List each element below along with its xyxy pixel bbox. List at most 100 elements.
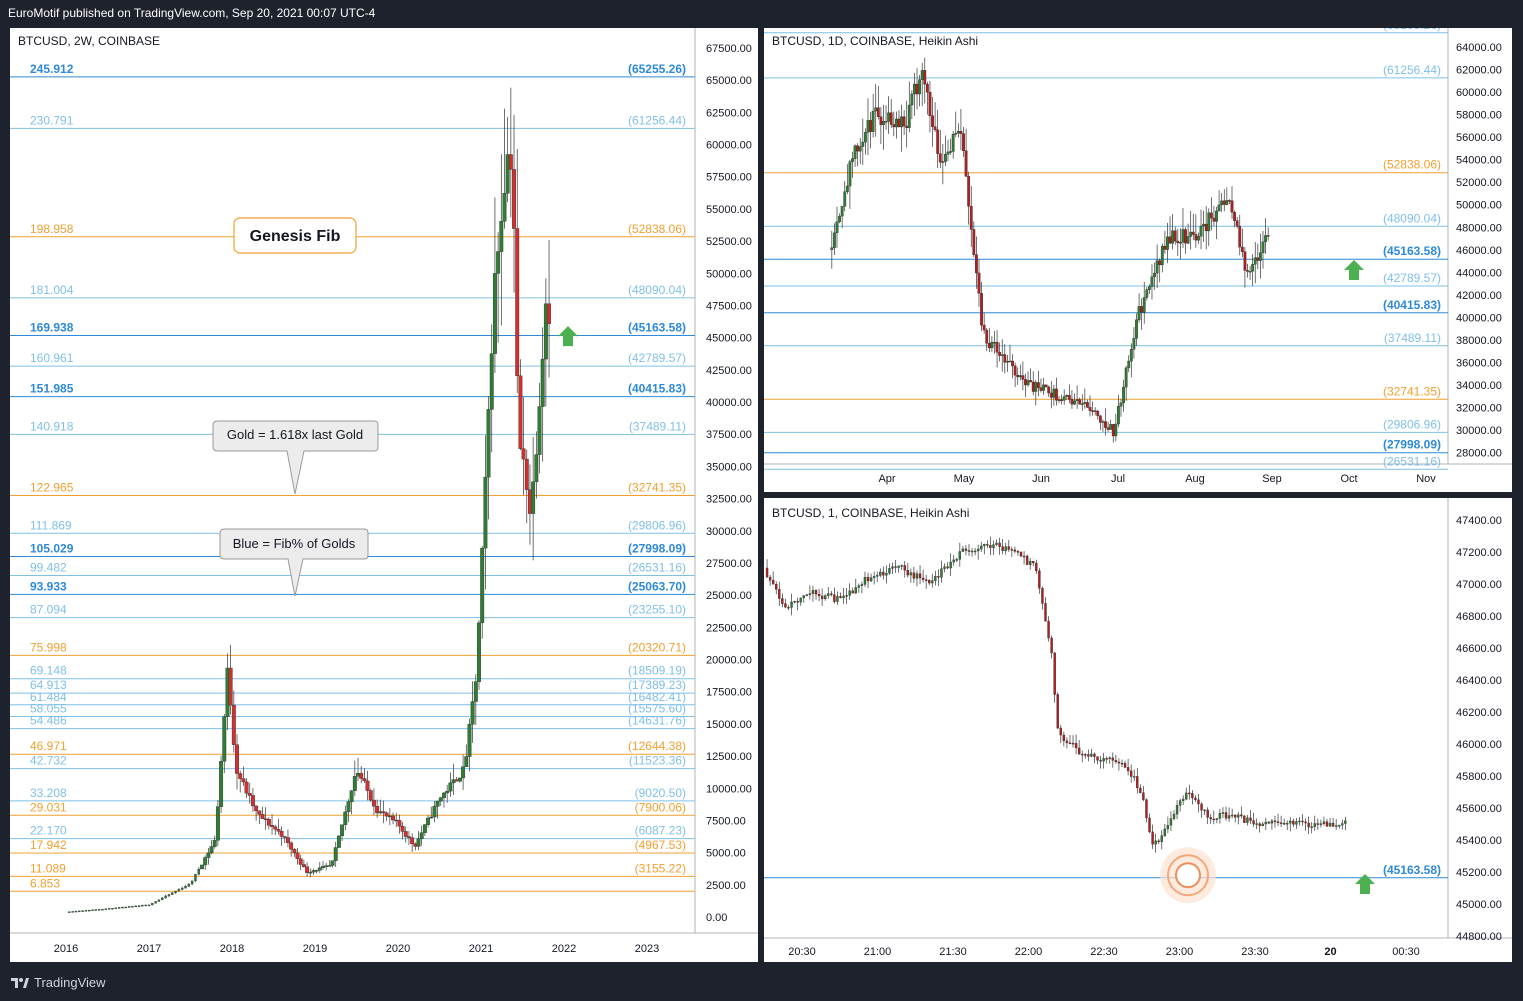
- minute-candle: [1056, 694, 1059, 729]
- fib-level-left-label: 22.170: [30, 824, 67, 838]
- minute-candle: [778, 589, 781, 599]
- time-axis-label: 20: [1324, 946, 1336, 958]
- daily-candle: [985, 329, 989, 344]
- fib-level-right-label: (61256.44): [1383, 63, 1441, 77]
- daily-candle: [969, 206, 973, 230]
- minute-candle: [1154, 840, 1157, 845]
- daily-candle: [918, 79, 922, 95]
- weekly-candle: [467, 724, 472, 757]
- up-arrow-icon: [1344, 259, 1364, 280]
- fib-level-right-label: (27998.09): [628, 542, 686, 556]
- time-axis-label: Sep: [1262, 473, 1282, 485]
- minute-candle: [1224, 812, 1228, 819]
- weekly-candle: [362, 778, 367, 782]
- weekly-candle: [301, 864, 306, 867]
- minute-candle: [1249, 817, 1252, 821]
- price-axis-label: 46600.00: [1456, 643, 1502, 655]
- top-right-chart-svg[interactable]: 64000.00 62000.00 60000.00 58000.00 56000.00…: [764, 18, 1512, 492]
- minute-candle: [1203, 809, 1206, 812]
- weekly-candle: [167, 894, 171, 897]
- weekly-candle: [137, 905, 141, 907]
- price-axis-label: 2500.00: [706, 880, 746, 892]
- price-axis-label: 36000.00: [1456, 358, 1502, 370]
- price-axis-label: 54000.00: [1456, 155, 1502, 167]
- price-axis-label: 5000.00: [706, 848, 746, 860]
- time-axis-label: 2018: [220, 943, 244, 955]
- weekly-candle: [540, 358, 545, 407]
- daily-candle: [1083, 402, 1087, 404]
- daily-candle: [1057, 399, 1061, 401]
- fib-level-right-label: (32741.35): [1383, 384, 1441, 398]
- tradingview-logo[interactable]: TradingView: [10, 968, 106, 998]
- minute-candle: [1129, 770, 1133, 777]
- fib-level-left-label: 42.732: [30, 754, 67, 768]
- weekly-candle: [244, 781, 249, 794]
- price-axis-label: 10000.00: [706, 783, 752, 795]
- minute-candle: [900, 565, 903, 567]
- price-axis-label: 0.00: [706, 912, 727, 924]
- chart-symbol-title: BTCUSD, 1, COINBASE, Heikin Ashi: [772, 506, 969, 520]
- daily-candle: [944, 154, 947, 162]
- minute-candle: [1108, 757, 1111, 759]
- fib-level-right-label: (17389.23): [628, 678, 686, 692]
- fib-level-left-label: 230.791: [30, 113, 74, 127]
- price-axis-label: 57500.00: [706, 172, 752, 184]
- minute-candle: [885, 573, 888, 576]
- weekly-candle: [349, 790, 354, 803]
- daily-candle: [1062, 396, 1066, 401]
- time-axis-label: Apr: [878, 473, 895, 485]
- minute-candle: [1050, 637, 1053, 654]
- daily-candle: [851, 158, 854, 162]
- weekly-candle: [346, 801, 351, 813]
- minute-candle: [872, 576, 876, 578]
- price-axis-label: 62500.00: [706, 107, 752, 119]
- daily-candle: [1147, 286, 1151, 290]
- minute-candle: [1099, 760, 1102, 762]
- fib-level-right-label: (26531.16): [1383, 454, 1441, 468]
- price-axis-label: 34000.00: [1456, 380, 1502, 392]
- weekly-candle: [141, 905, 144, 907]
- chart-symbol-title: BTCUSD, 1D, COINBASE, Heikin Ashi: [772, 34, 978, 48]
- left-chart-svg[interactable]: 67500.00 65000.00 62500.00 60000.00 57500.00…: [10, 28, 758, 962]
- price-axis-label: 52500.00: [706, 236, 752, 248]
- minute-candle: [857, 585, 861, 588]
- fib-level-right-label: (6087.23): [635, 824, 686, 838]
- daily-candle: [1145, 289, 1149, 298]
- weekly-candle: [263, 818, 268, 820]
- weekly-candle: [88, 909, 91, 912]
- weekly-candle: [508, 154, 513, 170]
- left-chart-pane[interactable]: 67500.00 65000.00 62500.00 60000.00 57500.00…: [10, 28, 758, 962]
- daily-candle: [910, 93, 914, 106]
- bottom-right-chart-pane[interactable]: 47400.00 47200.00 47000.00 46800.00 46600.00…: [764, 498, 1512, 962]
- daily-candle: [1199, 225, 1203, 237]
- bottom-right-chart-svg[interactable]: 47400.00 47200.00 47000.00 46800.00 46600.00…: [764, 498, 1512, 962]
- daily-candle: [1070, 399, 1074, 405]
- minute-candle: [863, 576, 867, 585]
- minute-candle: [1325, 821, 1329, 827]
- minute-candle: [1255, 823, 1258, 825]
- daily-candle: [1021, 375, 1025, 380]
- weekly-candle: [111, 908, 114, 910]
- time-axis-label: 2023: [635, 943, 659, 955]
- minute-candle: [1105, 758, 1108, 760]
- daily-candle: [923, 70, 927, 85]
- daily-candle: [1086, 402, 1089, 408]
- minute-candle: [1295, 821, 1298, 825]
- top-right-chart-pane[interactable]: 64000.00 62000.00 60000.00 58000.00 56000.00…: [764, 18, 1512, 492]
- fib-level-right-label: (15575.60): [628, 701, 686, 715]
- daily-candle: [993, 342, 996, 344]
- price-axis-label: 64000.00: [1456, 42, 1502, 54]
- minute-candle: [1044, 603, 1047, 622]
- minute-candle: [958, 551, 962, 560]
- weekly-candle: [432, 806, 437, 818]
- weekly-candle: [177, 889, 181, 892]
- minute-candle: [1328, 822, 1332, 827]
- weekly-candle: [384, 812, 389, 817]
- weekly-candle: [518, 375, 523, 449]
- price-axis-label: 37500.00: [706, 429, 752, 441]
- minute-candle: [1341, 823, 1344, 826]
- minute-candle: [817, 593, 821, 597]
- daily-candle: [938, 153, 942, 163]
- time-axis-label: 20:30: [788, 946, 816, 958]
- minute-candle: [1301, 820, 1304, 823]
